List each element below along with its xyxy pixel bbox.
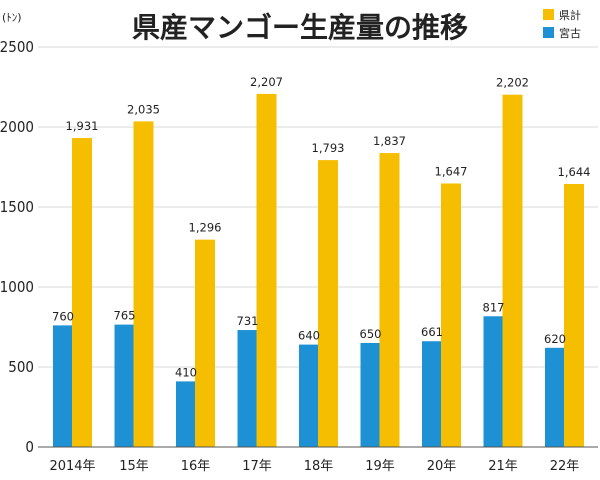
bar-prefecture-total: [195, 239, 215, 447]
data-label-prefecture-total: 1,647: [435, 164, 468, 178]
data-labels: 760 1,931 765 2,035 410 1,296 731 2,207 640 1,793…: [52, 75, 590, 380]
data-label-miyako: 650: [360, 327, 382, 341]
bar-miyako: [483, 316, 504, 447]
bar-prefecture-total: [564, 183, 584, 447]
data-label-miyako: 731: [237, 314, 259, 328]
data-label-prefecture-total: 1,931: [66, 119, 99, 133]
bar-prefecture-total: [72, 138, 92, 448]
y-tick-label: 0: [25, 438, 34, 456]
bar-prefecture-total: [502, 94, 523, 448]
data-label-miyako: 661: [421, 325, 443, 339]
legend-label: 宮古: [559, 26, 581, 40]
legend-swatch: [543, 9, 554, 20]
x-tick-label: 19年: [365, 459, 395, 474]
data-label-miyako: 765: [114, 309, 136, 323]
y-tick-label: 1500: [0, 198, 34, 216]
data-label-prefecture-total: 1,296: [189, 221, 222, 235]
bar-miyako: [114, 324, 135, 447]
data-label-prefecture-total: 2,202: [496, 76, 529, 90]
bar-miyako: [176, 381, 196, 447]
x-axis: 2014年 15年 16年 17年 18年 19年 20年 21年 22年: [38, 446, 598, 474]
chart-title: 県産マンゴー生産量の推移: [132, 11, 468, 44]
data-label-prefecture-total: 1,644: [558, 165, 591, 179]
y-axis-unit: (ﾄﾝ): [2, 11, 22, 24]
data-label-prefecture-total: 1,793: [312, 141, 345, 155]
data-label-miyako: 410: [175, 365, 197, 379]
bars: [53, 93, 584, 448]
bar-miyako: [360, 343, 381, 447]
bar-prefecture-total: [379, 153, 400, 447]
data-label-miyako: 760: [52, 309, 74, 323]
y-tick-label: 2000: [0, 118, 34, 136]
data-label-prefecture-total: 1,837: [373, 134, 406, 148]
legend-item-prefecture-total: 県計: [543, 8, 581, 22]
data-label-miyako: 817: [483, 300, 505, 314]
data-label-prefecture-total: 2,207: [250, 75, 283, 89]
bar-prefecture-total: [441, 183, 461, 448]
x-tick-label: 17年: [242, 459, 272, 474]
data-label-prefecture-total: 2,035: [127, 102, 160, 116]
x-tick-label: 2014年: [49, 459, 95, 474]
y-tick-label: 1000: [0, 278, 34, 296]
x-tick-label: 20年: [427, 459, 457, 474]
legend-swatch: [543, 27, 554, 38]
bar-miyako: [545, 347, 565, 447]
y-tick-label: 2500: [0, 38, 34, 56]
x-tick-label: 16年: [181, 459, 211, 474]
bar-miyako: [237, 330, 258, 447]
y-axis: 0 500 1000 1500 2000 2500: [0, 38, 34, 456]
bar-prefecture-total: [318, 160, 338, 447]
data-label-miyako: 640: [298, 329, 320, 343]
bar-miyako: [299, 344, 319, 447]
bar-miyako: [53, 325, 73, 447]
legend-item-miyako: 宮古: [543, 26, 581, 40]
x-tick-label: 22年: [550, 459, 580, 474]
x-tick-label: 18年: [304, 459, 334, 474]
bar-prefecture-total: [133, 121, 154, 448]
x-tick-label: 21年: [488, 459, 518, 474]
bar-prefecture-total: [256, 93, 277, 447]
x-tick-label: 15年: [119, 459, 149, 474]
legend-label: 県計: [559, 8, 581, 22]
bar-miyako: [422, 341, 442, 447]
data-label-miyako: 620: [544, 332, 566, 346]
y-tick-label: 500: [8, 358, 34, 376]
